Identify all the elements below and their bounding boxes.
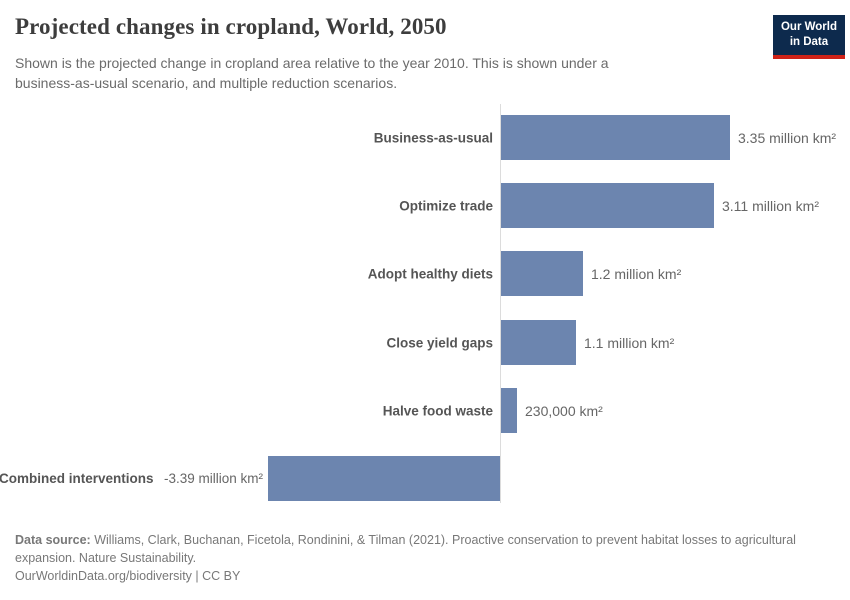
footer-datasource: Data source: Williams, Clark, Buchanan, …	[15, 531, 837, 567]
bar-category-label: Halve food waste	[382, 403, 493, 418]
bar-value-label: 1.1 million km²	[584, 334, 675, 351]
bar[interactable]	[268, 456, 500, 501]
bar-category-label: Optimize trade	[399, 198, 493, 213]
bar-category-label: Close yield gaps	[386, 335, 493, 350]
bar[interactable]	[501, 251, 583, 296]
bar-row: Close yield gaps 1.1 million km²	[0, 320, 850, 365]
bar-row: Combined interventions -3.39 million km²	[0, 456, 850, 501]
bar[interactable]	[501, 320, 576, 365]
bar-row: Optimize trade 3.11 million km²	[0, 183, 850, 228]
bar-value-label: 3.11 million km²	[722, 197, 819, 214]
bar-value-label: 230,000 km²	[525, 402, 603, 419]
bar-category-label: Business-as-usual	[373, 130, 493, 145]
axis-line	[500, 104, 501, 503]
bar-row: Halve food waste 230,000 km²	[0, 388, 850, 433]
chart-subtitle: Shown is the projected change in croplan…	[15, 55, 609, 91]
bar-category-label: Adopt healthy diets	[367, 266, 493, 281]
bar[interactable]	[501, 183, 714, 228]
bar-category-label: Combined interventions	[0, 470, 154, 486]
datasource-label: Data source:	[15, 533, 91, 547]
bar-value-label: -3.39 million km²	[163, 470, 263, 486]
bar-row: Adopt healthy diets 1.2 million km²	[0, 251, 850, 296]
bar-row: Business-as-usual 3.35 million km²	[0, 115, 850, 160]
bar[interactable]	[501, 388, 517, 433]
owid-logo-line2: in Data	[789, 35, 829, 48]
page-title: Projected changes in cropland, World, 20…	[15, 14, 447, 39]
datasource-text: Williams, Clark, Buchanan, Ficetola, Ron…	[15, 533, 796, 566]
bar-value-label: 1.2 million km²	[591, 265, 682, 282]
bar-value-label: 3.35 million km²	[738, 129, 837, 146]
bar-left-label-group: Combined interventions -3.39 million km²	[0, 470, 263, 488]
owid-logo: Our World in Data	[772, 15, 845, 59]
owid-logo-line1: Our World	[780, 21, 837, 33]
footer-license: OurWorldinData.org/biodiversity | CC BY	[15, 569, 241, 583]
bar[interactable]	[501, 115, 730, 160]
